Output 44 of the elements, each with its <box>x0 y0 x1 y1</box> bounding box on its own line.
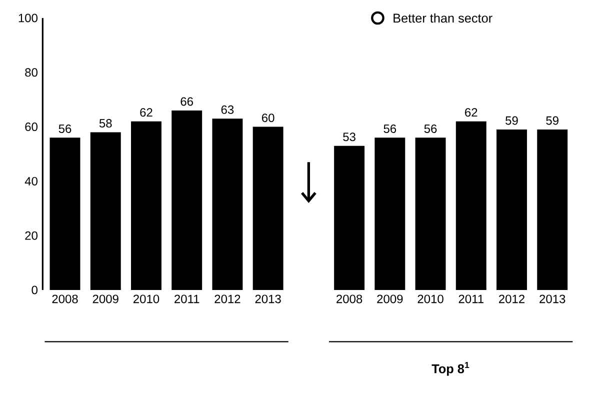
y-tick-label: 80 <box>25 68 38 77</box>
bar <box>415 138 446 290</box>
data-label: 53 <box>343 132 356 142</box>
data-label: 66 <box>180 97 193 106</box>
x-tick-label: 2009 <box>92 294 118 304</box>
data-label: 62 <box>140 108 152 117</box>
bar <box>456 121 486 290</box>
bar <box>50 138 80 290</box>
bar <box>374 138 406 290</box>
x-tick-label: 2010 <box>418 294 444 304</box>
y-tick-label: 0 <box>32 286 38 294</box>
x-tick-label: 2008 <box>52 294 78 304</box>
bar <box>537 130 568 290</box>
y-tick-label: 100 <box>18 14 38 22</box>
bar <box>252 126 284 290</box>
x-tick-label: 2013 <box>255 294 281 304</box>
x-tick-label: 2011 <box>458 294 484 304</box>
bar <box>334 146 365 290</box>
x-tick-label: 2011 <box>174 294 200 304</box>
y-tick-label: 20 <box>25 231 38 240</box>
data-label: 59 <box>506 116 518 125</box>
data-label: 62 <box>465 108 478 117</box>
data-label: 56 <box>384 124 396 133</box>
data-label: 63 <box>221 105 234 114</box>
bar <box>172 110 202 290</box>
bar <box>496 130 527 290</box>
y-tick-label: 40 <box>24 176 38 186</box>
text: Top 8$^{1}$ <box>432 362 470 376</box>
data-label: 60 <box>262 114 274 122</box>
x-tick-label: 2012 <box>214 294 240 304</box>
data-label: 58 <box>99 119 112 128</box>
x-tick-label: 2010 <box>133 294 160 304</box>
x-tick-label: 2008 <box>336 294 362 304</box>
data-label: 56 <box>58 124 72 133</box>
annotation: Better than sector <box>394 13 492 23</box>
x-tick-label: 2013 <box>540 294 566 304</box>
data-label: 56 <box>424 124 437 133</box>
bar <box>131 121 162 290</box>
x-tick-label: 2009 <box>377 294 403 304</box>
x-tick-label: 2012 <box>499 294 524 304</box>
data-label: 59 <box>546 116 558 125</box>
y-tick-label: 60 <box>25 122 38 132</box>
bar <box>90 132 121 290</box>
bar <box>212 118 243 290</box>
